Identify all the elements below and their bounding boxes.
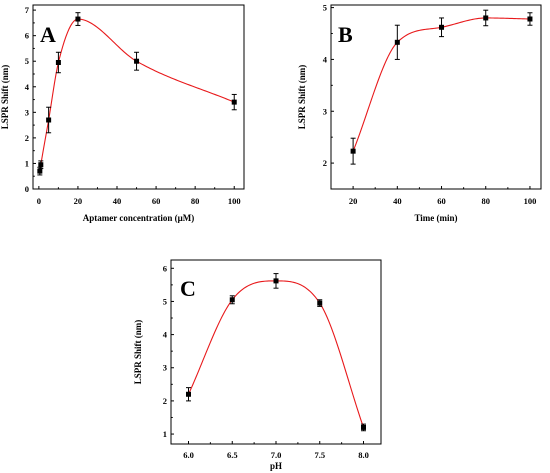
x-tick-label: 100 [524,196,537,206]
x-tick-label: 40 [113,196,122,206]
panel-c: 6.0 6.5 7.0 7.5 8.0 1 2 3 4 5 6 pH LSPR Shift (nm) C [133,259,382,471]
data-point [186,391,191,397]
x-tick-label: 80 [481,196,490,206]
y-tick-label: 4 [25,82,30,92]
y-tick-label: 6 [163,263,167,273]
y-axis-label: LSPR Shift (nm) [133,320,143,385]
plot-frame [330,4,542,190]
fit-curve [187,280,365,428]
plot-frame [32,4,245,190]
x-tick-label: 60 [152,196,161,206]
x-tick-label: 20 [74,196,83,206]
data-point [55,60,61,65]
x-tick-label: 80 [191,196,200,206]
x-tick-label: 7.5 [314,450,325,460]
x-tick-label: 40 [393,196,402,206]
x-tick-label: 6.0 [183,450,194,460]
y-axis-label: LSPR Shift (nm) [297,65,307,130]
data-point [350,148,356,154]
y-tick-label: 2 [25,133,29,143]
y-tick-label: 3 [163,363,167,373]
y-tick-label: 4 [323,54,328,64]
x-tick-label: 7.0 [271,450,282,460]
data-point [361,424,366,430]
data-point [527,16,533,22]
y-tick-label: 5 [25,56,29,66]
y-axis-label: LSPR Shift (nm) [0,65,10,130]
panel-b: 20 40 60 80 100 2 3 4 5 Time (min) LSPR Shift (nm)… [297,3,542,223]
data-point [439,24,445,30]
data-point [134,58,140,64]
panel-letter: B [338,22,353,47]
x-axis-label: Aptamer concentration (μM) [83,213,194,223]
y-tick-label: 1 [25,158,29,168]
data-point [394,39,400,45]
panel-letter: A [40,22,56,47]
y-tick-label: 3 [25,107,29,117]
x-axis-label: pH [270,461,282,471]
y-tick-label: 0 [25,184,29,194]
fit-curve [352,17,530,152]
data-point [46,117,52,123]
data-point [273,278,279,284]
x-axis-label: Time (min) [414,213,457,223]
data-point [229,297,235,303]
data-point [37,168,43,174]
data-point [317,300,323,306]
x-tick-label: 60 [437,196,446,206]
y-tick-label: 6 [25,31,29,41]
y-tick-label: 5 [163,296,167,306]
data-point [483,15,489,21]
y-tick-label: 2 [163,396,167,406]
y-tick-label: 3 [323,106,327,116]
y-tick-label: 4 [163,330,168,340]
y-tick-label: 5 [323,3,327,13]
x-tick-label: 8.0 [358,450,369,460]
y-tick-label: 7 [25,5,30,15]
data-point [75,16,81,22]
panel-a: 0 20 40 60 80 100 0 1 2 3 4 5 6 7 Aptamer concentratio… [0,4,245,223]
data-point [38,162,44,168]
x-tick-label: 100 [228,196,241,206]
x-tick-label: 6.5 [227,450,238,460]
x-tick-label: 0 [37,196,41,206]
fit-curve [39,18,235,172]
y-tick-label: 2 [323,158,327,168]
y-tick-label: 1 [163,429,167,439]
panel-letter: C [180,276,196,301]
x-tick-label: 20 [349,196,358,206]
data-point [231,99,237,105]
